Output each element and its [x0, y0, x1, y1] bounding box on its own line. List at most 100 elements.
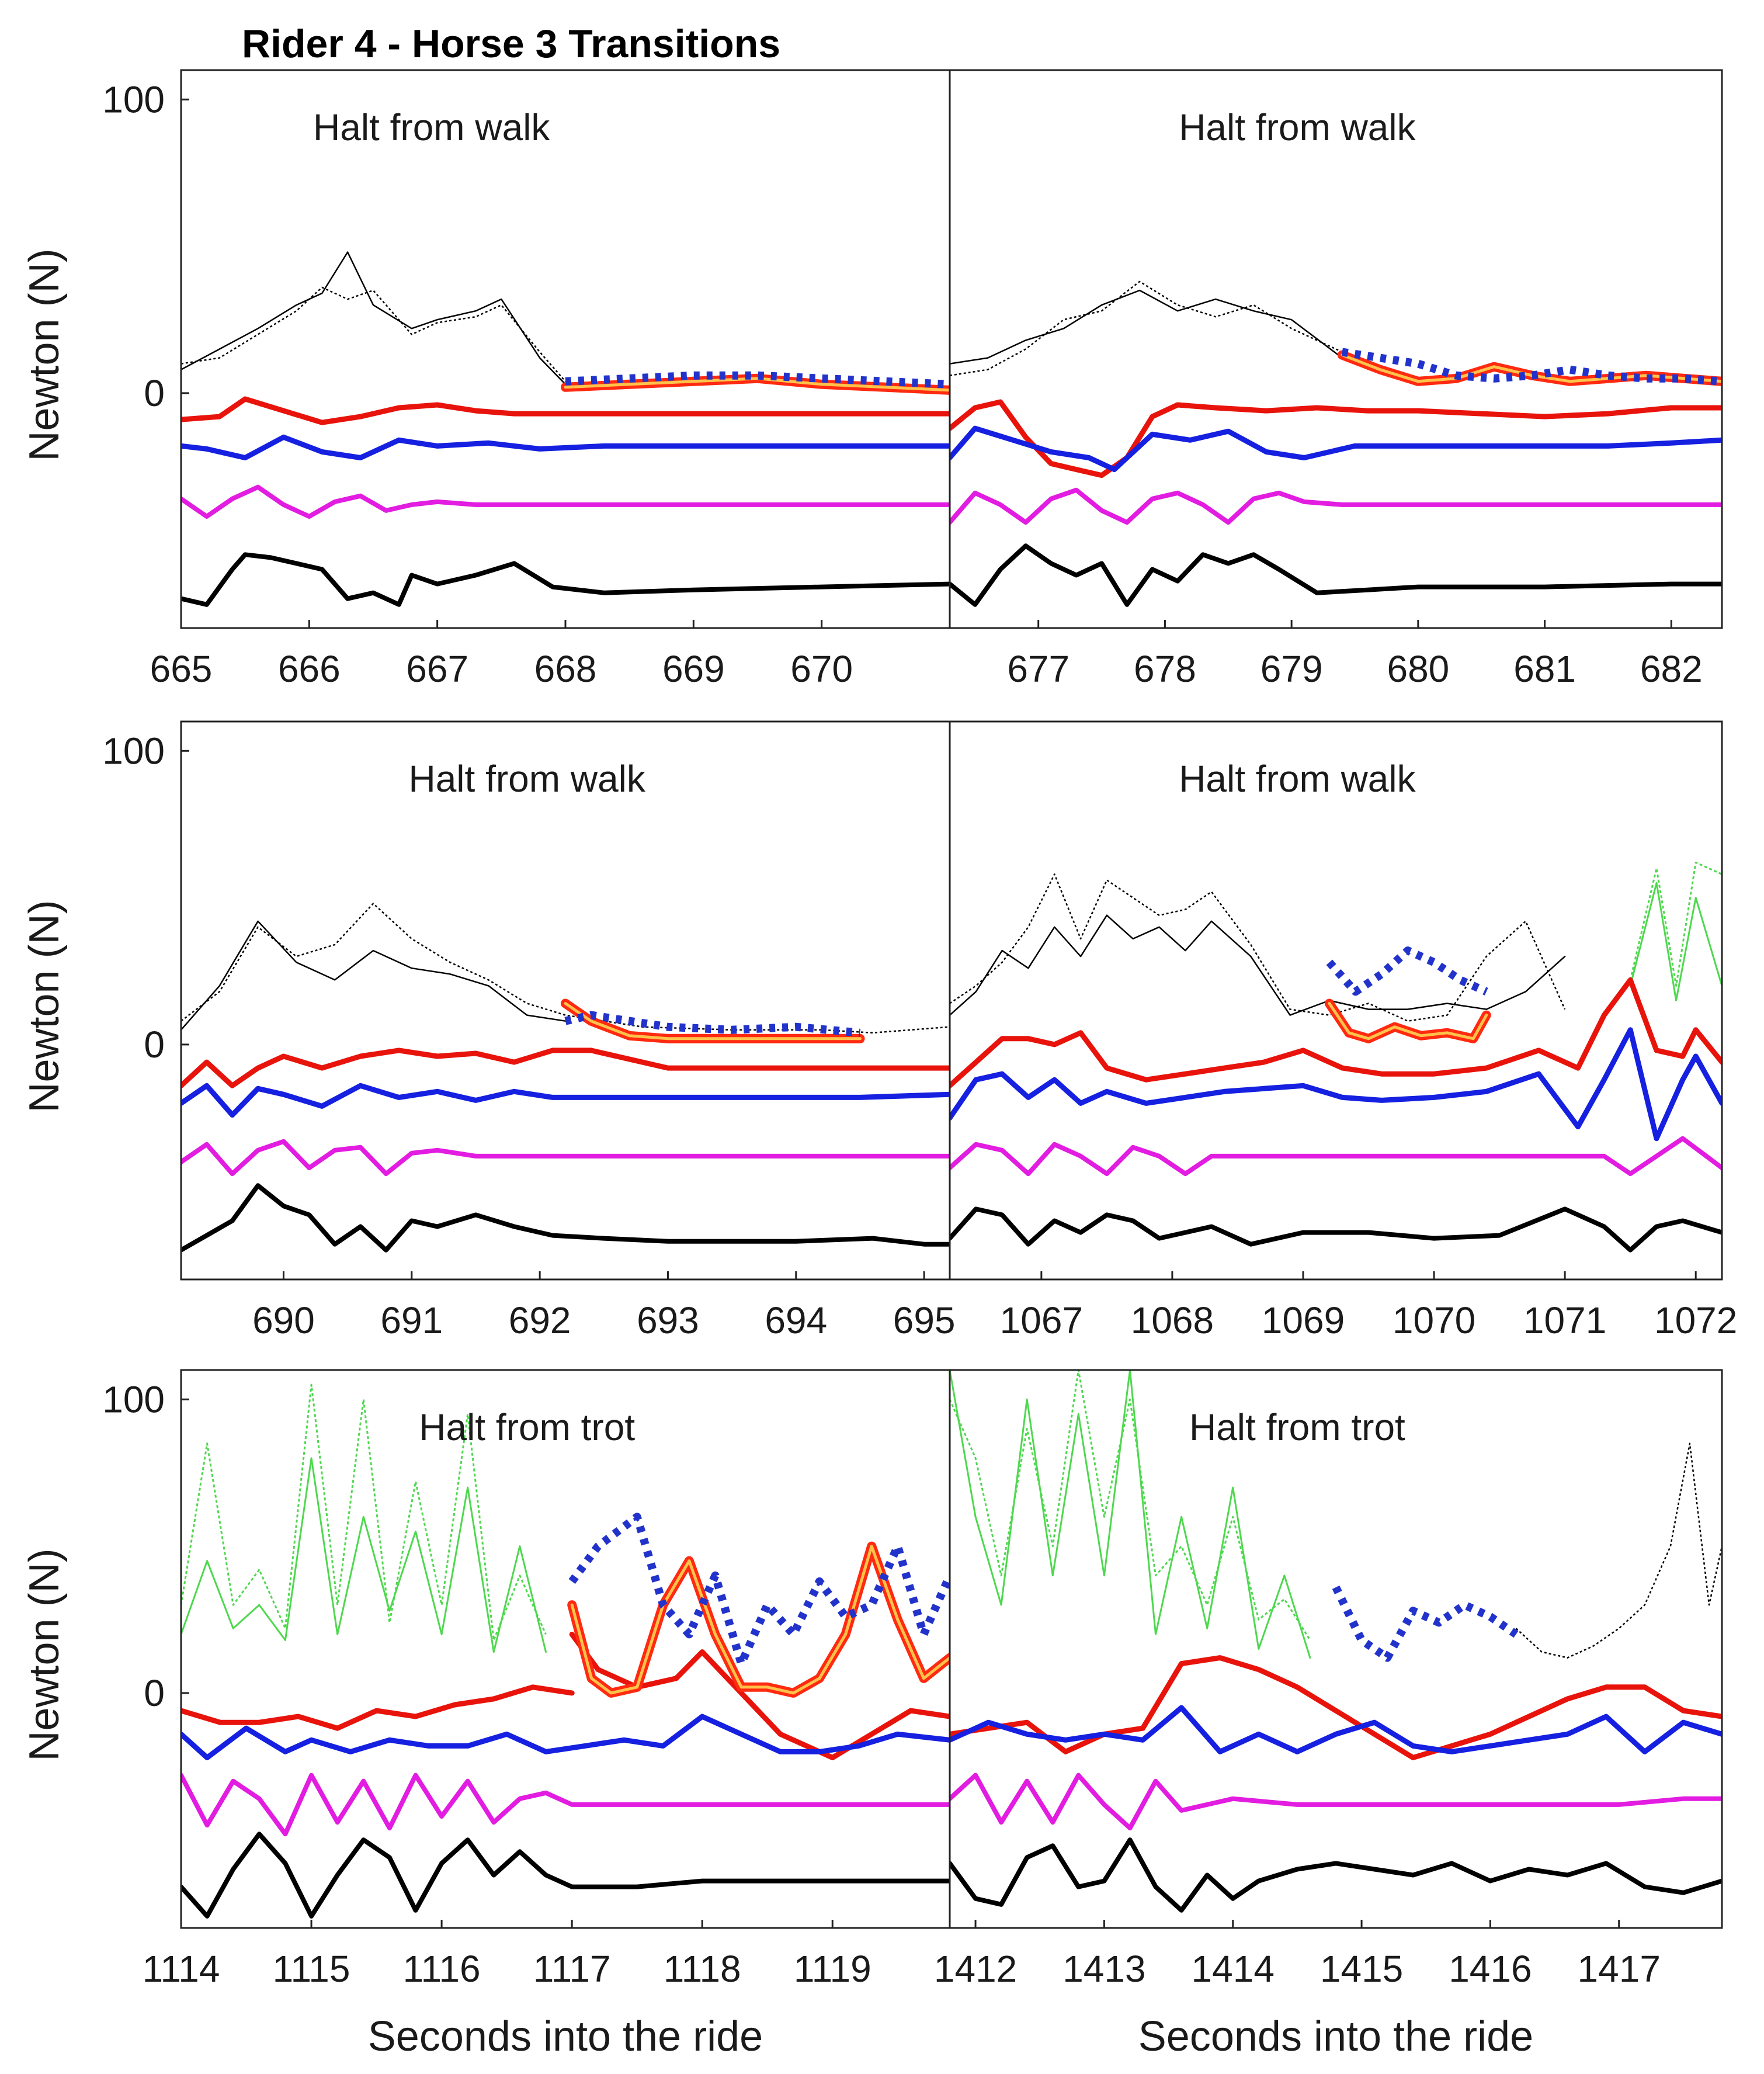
series-group	[950, 861, 1722, 1253]
series-dotted-blue-after-transition	[568, 1513, 950, 1668]
series-green-a	[950, 1370, 1311, 1659]
series-dotted-blue-after-transition	[1332, 1585, 1519, 1662]
series-blue	[181, 1714, 950, 1760]
y-axis-label: Newton (N)	[21, 900, 68, 1112]
panel-title: Halt from trot	[419, 1406, 635, 1448]
series-blue	[950, 425, 1722, 473]
series-black	[181, 1183, 950, 1253]
series-rein-trace-b	[181, 286, 566, 382]
x-tick-label: 1118	[664, 1948, 741, 1990]
x-tick-label: 691	[380, 1299, 443, 1341]
y-tick-label: 100	[102, 730, 165, 772]
x-tick-label: 1417	[1578, 1948, 1661, 1990]
axes-frame	[949, 69, 1723, 629]
series-black	[950, 1837, 1722, 1913]
series-magenta	[950, 487, 1722, 525]
series-green-post-transition-	[1629, 882, 1722, 1001]
panel-5: 1114 1115 1116 1117 1118 1119 0 100 Halt from tr…	[21, 1369, 951, 2060]
panel-1: 665 666 667 668 669 670 0 100 Halt from walk Newt…	[21, 69, 951, 690]
x-tick-label: 665	[150, 648, 213, 690]
series-rein-trace-a	[181, 251, 567, 386]
panel-3: 690 691 692 693 694 695 0 100 Halt from walk Newt…	[21, 720, 956, 1341]
x-tick-label: 1068	[1131, 1299, 1214, 1341]
x-tick-label: 1070	[1393, 1299, 1475, 1341]
figure-title: Rider 4 - Horse 3 Transitions	[242, 22, 780, 66]
series-magenta	[950, 1773, 1722, 1831]
series-rein-trace-b	[181, 903, 950, 1034]
axes-frame	[949, 720, 1723, 1281]
x-tick-label: 670	[790, 648, 853, 690]
series-magenta	[181, 1139, 950, 1177]
panels: 665 666 667 668 669 670 0 100 Halt from walk Newt…	[21, 69, 1737, 2060]
panel-6: 1412 1413 1414 1415 1416 1417 Halt from trot Se…	[934, 1369, 1723, 2060]
panel-title: Halt from walk	[1179, 758, 1416, 800]
series-green-a	[181, 1457, 547, 1653]
series-black	[950, 543, 1722, 607]
series-black	[181, 1832, 950, 1919]
x-tick-label: 681	[1513, 648, 1576, 690]
y-tick-label: 100	[102, 1378, 165, 1420]
series-highlight-after-transition-inner	[564, 1002, 862, 1041]
series-group	[181, 1383, 950, 1919]
x-tick-label: 1414	[1192, 1948, 1275, 1990]
series-rein-trace-a	[950, 289, 1343, 365]
x-tick-label: 677	[1007, 648, 1069, 690]
series-blue	[950, 1705, 1722, 1754]
series-green-dotted-post-transition-	[1629, 861, 1722, 987]
x-tick-label: 1415	[1320, 1948, 1403, 1990]
y-axis-label: Newton (N)	[21, 248, 68, 461]
panel-2: 677 678 679 680 681 682 Halt from walk	[949, 69, 1723, 690]
series-red	[181, 396, 950, 425]
series-group	[181, 251, 950, 607]
x-tick-label: 1416	[1449, 1948, 1532, 1990]
x-tick-label: 1119	[794, 1948, 871, 1990]
series-rein-trace-a	[181, 920, 567, 1031]
series-highlight-after-transition-inner	[564, 377, 950, 392]
series-rein-trace-a	[950, 914, 1566, 1016]
series-dotted-blue-after-transition	[1326, 946, 1488, 996]
series-dotted-blue-after-transition	[564, 1011, 861, 1037]
x-tick-label: 1115	[273, 1948, 350, 1990]
series-red	[950, 399, 1722, 478]
x-tick-label: 679	[1261, 648, 1323, 690]
series-green-b	[181, 1383, 547, 1641]
panel-4: 1067 1068 1069 1070 1071 1072 Halt from walk	[949, 720, 1737, 1341]
series-group	[950, 280, 1722, 607]
series-highlight-after-transition-inner	[1328, 1002, 1488, 1041]
series-red-thin-after-transition	[569, 1631, 950, 1760]
series-blue	[181, 1083, 950, 1118]
series-group	[181, 903, 950, 1253]
y-tick-label: 0	[144, 1024, 165, 1066]
series-red	[950, 977, 1722, 1088]
panel-title: Halt from walk	[408, 758, 645, 800]
x-tick-label: 669	[662, 648, 725, 690]
x-tick-label: 1069	[1262, 1299, 1345, 1341]
x-tick-label: 695	[893, 1299, 956, 1341]
series-red	[950, 1655, 1722, 1760]
x-tick-label: 690	[252, 1299, 315, 1341]
x-tick-label: 1413	[1062, 1948, 1145, 1990]
x-tick-label: 680	[1387, 648, 1449, 690]
y-tick-label: 0	[144, 1672, 165, 1714]
x-tick-label: 1067	[1000, 1299, 1083, 1341]
series-black	[181, 552, 950, 607]
series-highlight-after-transition-inner	[570, 1545, 950, 1695]
axes-frame	[949, 1369, 1723, 1929]
series-red	[181, 1048, 950, 1088]
series-green-b	[950, 1370, 1311, 1641]
y-tick-label: 0	[144, 372, 165, 414]
x-tick-label: 693	[637, 1299, 699, 1341]
series-blue	[181, 434, 950, 460]
series-rein-trace-b	[950, 280, 1343, 376]
x-tick-label: 1071	[1523, 1299, 1606, 1341]
x-tick-label: 692	[509, 1299, 571, 1341]
y-axis-label: Newton (N)	[21, 1548, 68, 1761]
series-highlight-after-transition	[561, 998, 865, 1043]
x-tick-label: 668	[534, 648, 597, 690]
x-tick-label: 666	[278, 648, 341, 690]
x-tick-label: 694	[765, 1299, 827, 1341]
x-tick-label: 1116	[403, 1948, 481, 1990]
x-tick-label: 682	[1640, 648, 1703, 690]
series-magenta	[950, 1136, 1722, 1177]
